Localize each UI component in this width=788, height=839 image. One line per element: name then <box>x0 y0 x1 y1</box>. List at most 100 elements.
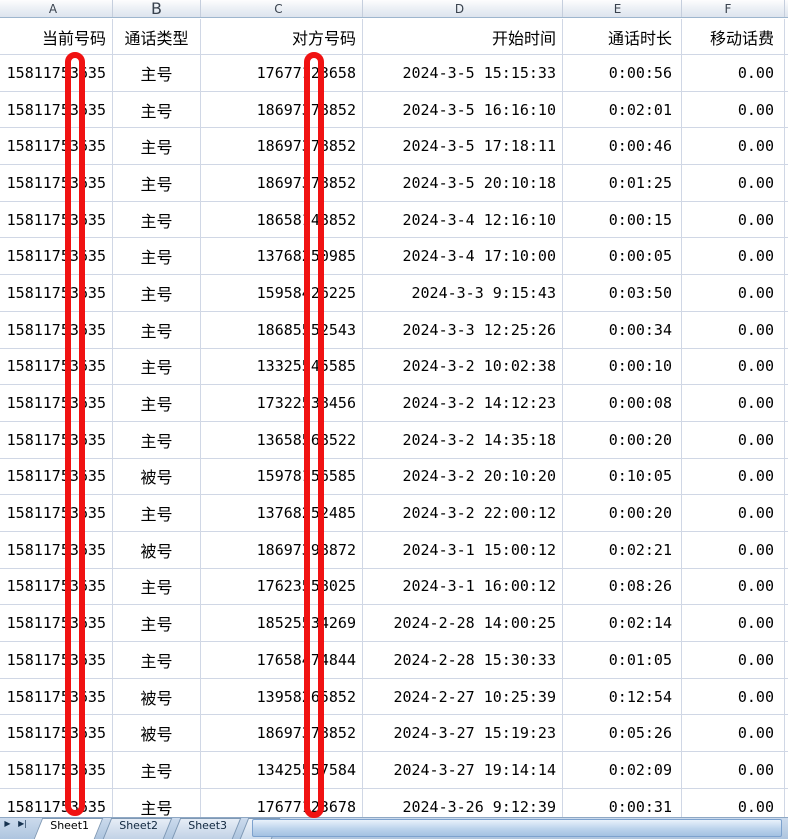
cell-current-number[interactable]: 15811753635 <box>0 311 113 349</box>
cell-duration[interactable]: 0:00:46 <box>563 128 682 166</box>
cell-start-time[interactable]: 2024-3-1 15:00:12 <box>363 531 563 569</box>
sheet-tab-sheet1[interactable]: Sheet1 <box>33 818 104 839</box>
cell-start-time[interactable]: 2024-3-3 9:15:43 <box>363 275 563 312</box>
cell-start-time[interactable]: 2024-3-2 14:35:18 <box>363 421 563 459</box>
cell-start-time[interactable]: 2024-3-2 14:12:23 <box>363 385 563 422</box>
cell-duration[interactable]: 0:01:05 <box>563 642 682 679</box>
cell-peer-number[interactable]: 13768252485 <box>201 495 363 532</box>
cell-current-number[interactable]: 15811753635 <box>0 605 113 642</box>
cell-peer-number[interactable]: 13958265852 <box>201 678 363 716</box>
cell-current-number[interactable]: 15811753635 <box>0 678 113 716</box>
cell-start-time[interactable]: 2024-3-5 20:10:18 <box>363 165 563 202</box>
cell-start-time[interactable]: 2024-3-5 15:15:33 <box>363 55 563 92</box>
cell-duration[interactable]: 0:00:34 <box>563 311 682 349</box>
cell-duration[interactable]: 0:00:20 <box>563 421 682 459</box>
cell-call-type[interactable]: 主号 <box>113 348 201 386</box>
cell-duration[interactable]: 0:00:10 <box>563 348 682 386</box>
header-cell-current-number[interactable]: 当前号码 <box>0 19 113 55</box>
cell-fee[interactable]: 0.00 <box>682 201 785 239</box>
cell-call-type[interactable]: 主号 <box>113 311 201 349</box>
tab-scroll-right-button[interactable]: ▶ <box>0 818 15 839</box>
cell-duration[interactable]: 0:02:01 <box>563 91 682 129</box>
cell-duration[interactable]: 0:00:05 <box>563 238 682 276</box>
cell-start-time[interactable]: 2024-3-2 22:00:12 <box>363 495 563 532</box>
tab-scroll-last-button[interactable]: ▶| <box>15 818 30 839</box>
cell-call-type[interactable]: 主号 <box>113 128 201 166</box>
cell-current-number[interactable]: 15811753635 <box>0 642 113 679</box>
cell-peer-number[interactable]: 13325545585 <box>201 348 363 386</box>
column-header-c[interactable]: C <box>201 0 363 17</box>
cell-call-type[interactable]: 主号 <box>113 421 201 459</box>
cell-duration[interactable]: 0:10:05 <box>563 458 682 496</box>
cell-duration[interactable]: 0:08:26 <box>563 568 682 606</box>
cell-peer-number[interactable]: 13425557584 <box>201 752 363 789</box>
cell-start-time[interactable]: 2024-2-28 15:30:33 <box>363 642 563 679</box>
cell-fee[interactable]: 0.00 <box>682 91 785 129</box>
cell-fee[interactable]: 0.00 <box>682 752 785 789</box>
cell-fee[interactable]: 0.00 <box>682 458 785 496</box>
cell-call-type[interactable]: 主号 <box>113 605 201 642</box>
cell-duration[interactable]: 0:12:54 <box>563 678 682 716</box>
cell-start-time[interactable]: 2024-3-2 20:10:20 <box>363 458 563 496</box>
cell-current-number[interactable]: 15811753635 <box>0 421 113 459</box>
cell-call-type[interactable]: 主号 <box>113 201 201 239</box>
cell-call-type[interactable]: 被号 <box>113 531 201 569</box>
cell-peer-number[interactable]: 18697378852 <box>201 91 363 129</box>
column-header-d[interactable]: D <box>363 0 563 17</box>
cell-call-type[interactable]: 主号 <box>113 642 201 679</box>
cell-current-number[interactable]: 15811753635 <box>0 275 113 312</box>
column-header-a[interactable]: A <box>0 0 113 17</box>
cell-peer-number[interactable]: 18697378852 <box>201 165 363 202</box>
cell-peer-number[interactable]: 17322538456 <box>201 385 363 422</box>
cell-fee[interactable]: 0.00 <box>682 348 785 386</box>
column-header-e[interactable]: E <box>563 0 682 17</box>
cell-current-number[interactable]: 15811753635 <box>0 568 113 606</box>
cell-call-type[interactable]: 主号 <box>113 275 201 312</box>
cell-peer-number[interactable]: 18697378852 <box>201 128 363 166</box>
cell-duration[interactable]: 0:03:50 <box>563 275 682 312</box>
cell-peer-number[interactable]: 18697398872 <box>201 531 363 569</box>
cell-current-number[interactable]: 15811753635 <box>0 385 113 422</box>
cell-current-number[interactable]: 15811753635 <box>0 165 113 202</box>
cell-duration[interactable]: 0:00:56 <box>563 55 682 92</box>
cell-current-number[interactable]: 15811753635 <box>0 715 113 753</box>
cell-start-time[interactable]: 2024-3-27 19:14:14 <box>363 752 563 789</box>
cell-peer-number[interactable]: 13658568522 <box>201 421 363 459</box>
cell-start-time[interactable]: 2024-3-5 16:16:10 <box>363 91 563 129</box>
cell-fee[interactable]: 0.00 <box>682 128 785 166</box>
cell-peer-number[interactable]: 17658474844 <box>201 642 363 679</box>
cell-current-number[interactable]: 15811753635 <box>0 91 113 129</box>
cell-current-number[interactable]: 15811753635 <box>0 752 113 789</box>
cell-duration[interactable]: 0:02:09 <box>563 752 682 789</box>
cell-call-type[interactable]: 主号 <box>113 165 201 202</box>
sheet-tab-sheet3[interactable]: Sheet3 <box>171 818 241 839</box>
cell-call-type[interactable]: 主号 <box>113 238 201 276</box>
header-cell-duration[interactable]: 通话时长 <box>563 19 682 55</box>
cell-peer-number[interactable]: 15958426225 <box>201 275 363 312</box>
cell-start-time[interactable]: 2024-2-28 14:00:25 <box>363 605 563 642</box>
cell-call-type[interactable]: 被号 <box>113 678 201 716</box>
cell-duration[interactable]: 0:05:26 <box>563 715 682 753</box>
cell-fee[interactable]: 0.00 <box>682 568 785 606</box>
cell-fee[interactable]: 0.00 <box>682 678 785 716</box>
column-header-f[interactable]: F <box>682 0 785 17</box>
header-cell-fee[interactable]: 移动话费 <box>682 19 785 55</box>
cell-current-number[interactable]: 15811753635 <box>0 128 113 166</box>
cell-fee[interactable]: 0.00 <box>682 238 785 276</box>
cell-current-number[interactable]: 15811753635 <box>0 201 113 239</box>
cell-fee[interactable]: 0.00 <box>682 385 785 422</box>
cell-peer-number[interactable]: 18697378852 <box>201 715 363 753</box>
cell-start-time[interactable]: 2024-3-27 15:19:23 <box>363 715 563 753</box>
cell-start-time[interactable]: 2024-3-4 17:10:00 <box>363 238 563 276</box>
cell-current-number[interactable]: 15811753635 <box>0 238 113 276</box>
cell-call-type[interactable]: 主号 <box>113 495 201 532</box>
cell-peer-number[interactable]: 17677123658 <box>201 55 363 92</box>
cell-fee[interactable]: 0.00 <box>682 531 785 569</box>
cell-duration[interactable]: 0:02:14 <box>563 605 682 642</box>
cell-duration[interactable]: 0:00:08 <box>563 385 682 422</box>
cell-call-type[interactable]: 主号 <box>113 752 201 789</box>
cell-duration[interactable]: 0:01:25 <box>563 165 682 202</box>
cell-call-type[interactable]: 被号 <box>113 715 201 753</box>
cell-current-number[interactable]: 15811753635 <box>0 495 113 532</box>
header-cell-start-time[interactable]: 开始时间 <box>363 19 563 55</box>
